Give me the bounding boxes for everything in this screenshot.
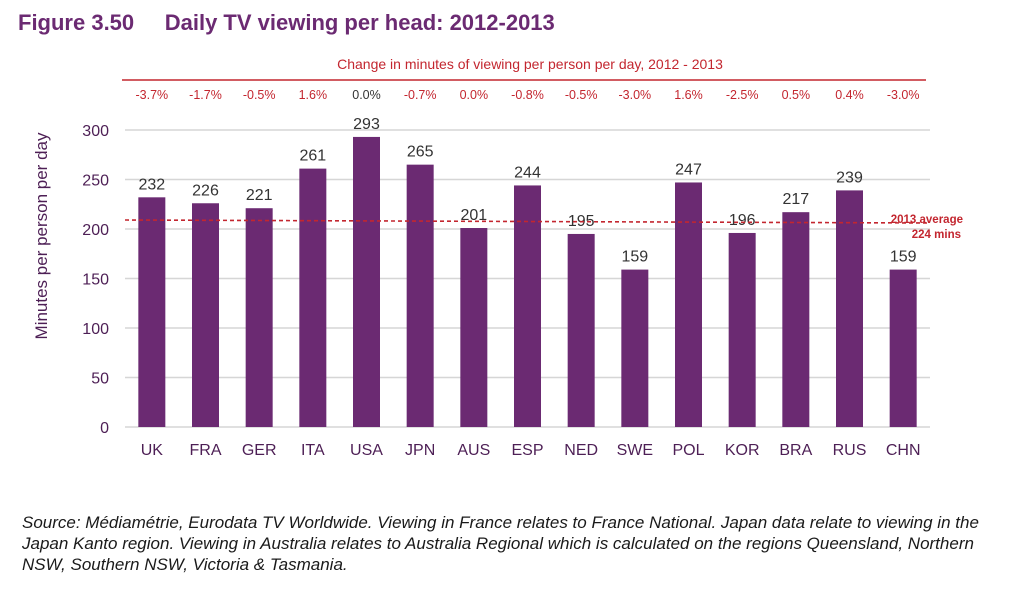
bars — [138, 136, 917, 428]
average-label: 2013 average — [891, 214, 963, 226]
x-tick-label: CHN — [886, 442, 921, 459]
value-label: 159 — [890, 249, 917, 266]
bar-ger — [245, 208, 273, 427]
change-label: 0.0% — [352, 88, 381, 102]
value-label: 261 — [299, 148, 326, 165]
value-labels: 232 226 2212612932652012441951592471962172… — [138, 116, 916, 266]
x-tick-label: BRA — [779, 442, 812, 459]
change-label: -0.8% — [511, 88, 544, 102]
y-tick-label: 100 — [82, 321, 109, 338]
change-label: -3.0% — [887, 88, 920, 102]
y-tick-label: 200 — [82, 222, 109, 239]
value-label: 232 — [138, 176, 165, 193]
figure-title-text: Daily TV viewing per head: 2012-2013 — [164, 10, 555, 35]
change-label: 1.6% — [299, 88, 328, 102]
value-label: 244 — [514, 164, 541, 181]
x-tick-label: GER — [242, 442, 277, 459]
change-label: -0.5% — [565, 88, 598, 102]
change-label: -3.0% — [619, 88, 652, 102]
bar-chn — [889, 269, 917, 427]
bar-bra — [782, 212, 810, 427]
bar-fra — [192, 203, 219, 427]
x-tick-label: JPN — [405, 442, 435, 459]
x-tick-label: ESP — [511, 442, 543, 459]
value-label: 226 — [192, 182, 219, 199]
change-label: 0.4% — [835, 88, 864, 102]
value-label: 265 — [407, 144, 434, 161]
x-tick-label: SWE — [617, 442, 653, 459]
value-label: 247 — [675, 161, 702, 178]
change-labels: -3.7% -1.7% -0.5% 1.6% 0.0% -0.7% 0.0% -0.8% -0.… — [136, 88, 920, 102]
x-tick-label: KOR — [725, 442, 760, 459]
value-label: 159 — [621, 249, 648, 266]
bar-uk — [138, 197, 166, 427]
source-note: Source: Médiamétrie, Eurodata TV Worldwi… — [22, 513, 979, 574]
change-header: Change in minutes of viewing per person … — [337, 56, 723, 72]
bar-chart: 0 50 100 150 200 250 300 UK FRA GER ITA USA JPN AUS E… — [32, 56, 963, 459]
y-tick-label: 50 — [91, 371, 109, 388]
y-axis-label: Minutes per person per day — [32, 132, 51, 339]
bar-usa — [353, 136, 380, 427]
x-tick-label: USA — [350, 442, 383, 459]
value-label: 239 — [836, 169, 863, 186]
y-tick-label: 0 — [100, 420, 109, 437]
change-label: -0.5% — [243, 88, 276, 102]
y-axis-ticks: 0 50 100 150 200 250 300 — [82, 123, 109, 437]
change-label: 0.0% — [460, 88, 489, 102]
x-tick-label: ITA — [301, 442, 325, 459]
change-label: -0.7% — [404, 88, 437, 102]
bar-ita — [299, 168, 327, 428]
value-label: 221 — [246, 187, 273, 204]
x-tick-label: FRA — [190, 442, 222, 459]
y-tick-label: 250 — [82, 173, 109, 190]
change-label: -3.7% — [136, 88, 169, 102]
change-label: 0.5% — [782, 88, 811, 102]
average-value-label: 224 mins — [912, 229, 961, 241]
figure-title: Figure 3.50 Daily TV viewing per head: 2… — [18, 10, 555, 36]
bar-pol — [675, 182, 702, 427]
average-line-group: 2013 average 224 mins — [124, 214, 963, 241]
figure-number: Figure 3.50 — [18, 10, 135, 35]
change-label: -2.5% — [726, 88, 759, 102]
x-tick-label: NED — [564, 442, 598, 459]
change-label: -1.7% — [189, 88, 222, 102]
bar-jpn — [406, 164, 434, 427]
x-tick-label: AUS — [457, 442, 490, 459]
bar-ned — [567, 233, 595, 427]
value-label: 217 — [782, 191, 809, 208]
x-tick-label: POL — [672, 442, 704, 459]
value-label: 196 — [729, 212, 756, 229]
bar-aus — [460, 228, 488, 427]
y-tick-label: 150 — [82, 272, 109, 289]
bar-kor — [728, 232, 756, 427]
y-tick-label: 300 — [82, 123, 109, 140]
x-tick-label: RUS — [833, 442, 867, 459]
change-label: 1.6% — [674, 88, 703, 102]
x-tick-label: UK — [141, 442, 164, 459]
value-label: 201 — [460, 207, 487, 224]
average-line — [124, 219, 931, 224]
value-label: 293 — [353, 116, 380, 133]
bar-swe — [621, 269, 649, 427]
x-axis-ticks: UK FRA GER ITA USA JPN AUS ESP NED SWE POL KOR BRA RU… — [141, 442, 921, 459]
bar-esp — [514, 185, 541, 427]
bar-rus — [836, 190, 863, 427]
